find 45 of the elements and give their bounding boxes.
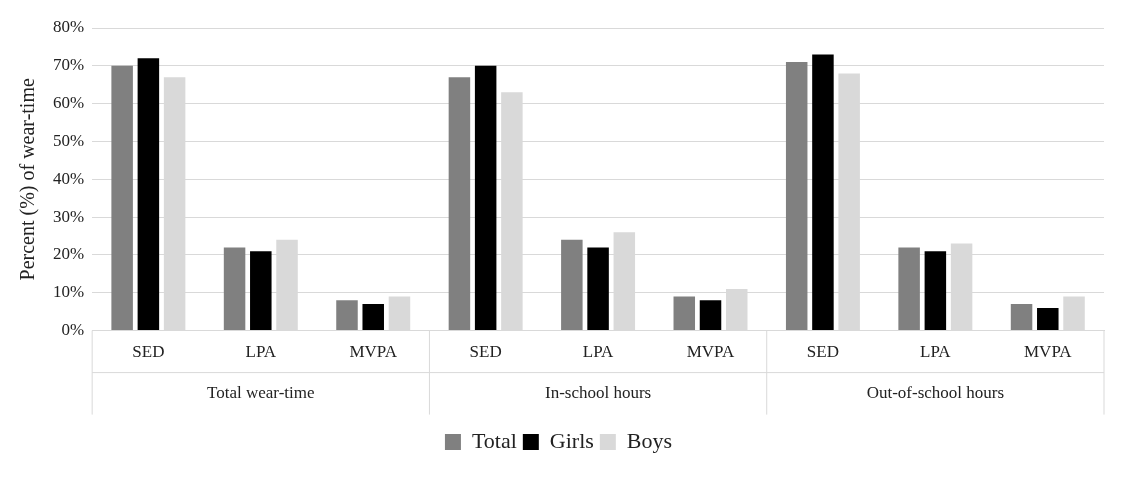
bar	[1063, 296, 1085, 331]
bar	[924, 251, 947, 331]
y-tick-label: 80%	[52, 17, 85, 37]
legend-label: Boys	[626, 427, 673, 453]
y-axis-title: Percent (%) of wear-time	[16, 78, 40, 281]
y-tick-label: 30%	[52, 206, 85, 226]
x-tick-label: MVPA	[686, 342, 735, 362]
x-tick-label: SED	[469, 342, 502, 362]
bar	[812, 54, 834, 331]
y-tick-label: 20%	[52, 244, 85, 264]
bar	[1010, 304, 1033, 331]
x-tick-label: SED	[132, 342, 165, 362]
bar	[388, 296, 411, 331]
x-tick-label: LPA	[582, 342, 615, 362]
y-tick-label: 60%	[52, 93, 85, 113]
legend-label: Total	[471, 427, 517, 453]
bar	[587, 247, 609, 331]
bar	[898, 247, 920, 331]
bar	[1037, 307, 1059, 331]
bar	[111, 65, 133, 331]
x-tick-label: MVPA	[349, 342, 398, 362]
x-tick-label: SED	[806, 342, 839, 362]
bar	[362, 304, 384, 331]
text: Total wear-time	[207, 383, 315, 403]
text: In-school hours	[544, 383, 652, 403]
bar	[448, 77, 471, 331]
x-tick-label: LPA	[920, 342, 952, 362]
bar	[673, 296, 696, 331]
bar	[474, 65, 497, 331]
x-tick-label: LPA	[245, 342, 277, 362]
bar	[137, 58, 160, 331]
bar	[223, 247, 246, 331]
bar	[785, 62, 808, 331]
y-tick-label: 50%	[52, 130, 85, 150]
bar	[250, 251, 272, 331]
y-tick-label: 10%	[52, 282, 85, 302]
bar	[336, 300, 358, 331]
x-tick-label: MVPA	[1024, 342, 1073, 362]
y-tick-label: 0%	[61, 320, 85, 340]
bar	[561, 239, 583, 331]
bar	[699, 300, 722, 331]
y-tick-label: 70%	[52, 55, 85, 75]
text: Out-of-school hours	[866, 383, 1005, 403]
y-tick-label: 40%	[52, 168, 85, 188]
legend-label: Girls	[549, 427, 594, 453]
